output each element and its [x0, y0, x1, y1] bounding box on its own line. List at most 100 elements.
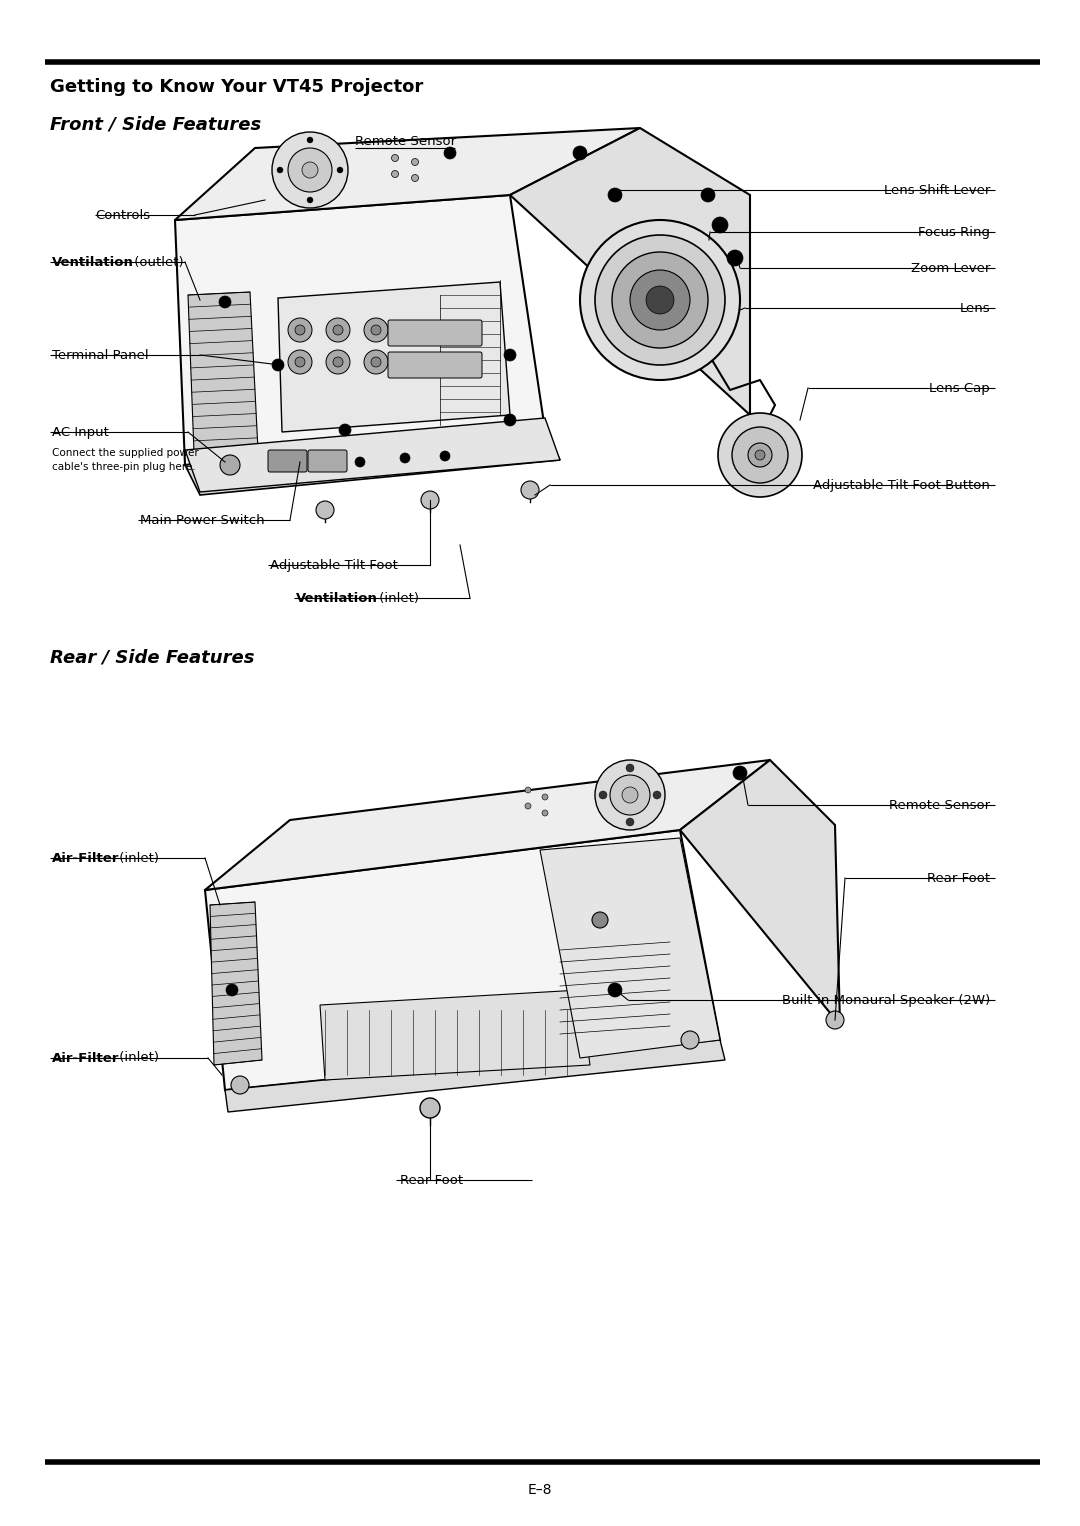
Circle shape	[646, 285, 674, 314]
Circle shape	[826, 1012, 843, 1029]
Text: AC Input: AC Input	[52, 426, 109, 438]
Circle shape	[592, 913, 608, 928]
Circle shape	[733, 766, 747, 780]
Circle shape	[608, 188, 622, 201]
Text: Lens Shift Lever: Lens Shift Lever	[883, 183, 990, 197]
Circle shape	[307, 197, 313, 203]
Circle shape	[326, 349, 350, 374]
Text: Ventilation: Ventilation	[296, 592, 378, 604]
Circle shape	[276, 166, 283, 172]
Text: Rear / Side Features: Rear / Side Features	[50, 649, 255, 665]
FancyBboxPatch shape	[308, 450, 347, 472]
Circle shape	[295, 325, 305, 336]
Circle shape	[573, 146, 588, 160]
Text: Getting to Know Your VT45 Projector: Getting to Know Your VT45 Projector	[50, 78, 423, 96]
FancyBboxPatch shape	[388, 353, 482, 378]
Circle shape	[525, 787, 531, 794]
Polygon shape	[540, 838, 720, 1058]
Polygon shape	[185, 418, 561, 491]
Circle shape	[411, 159, 419, 165]
Circle shape	[220, 455, 240, 475]
Circle shape	[411, 174, 419, 182]
Circle shape	[525, 803, 531, 809]
Circle shape	[622, 787, 638, 803]
Circle shape	[542, 794, 548, 800]
Text: Air-Filter: Air-Filter	[52, 852, 120, 865]
Circle shape	[307, 137, 313, 143]
Circle shape	[337, 166, 343, 172]
Circle shape	[599, 790, 607, 800]
Circle shape	[504, 414, 516, 426]
Polygon shape	[185, 430, 561, 494]
Text: Built-in Monaural Speaker (2W): Built-in Monaural Speaker (2W)	[782, 993, 990, 1007]
Polygon shape	[205, 830, 720, 1090]
Text: Rear Foot: Rear Foot	[927, 871, 990, 885]
Circle shape	[226, 984, 238, 996]
Text: Focus Ring: Focus Ring	[918, 226, 990, 238]
Polygon shape	[175, 195, 545, 465]
Circle shape	[748, 443, 772, 467]
Circle shape	[421, 491, 438, 510]
Text: (outlet): (outlet)	[130, 255, 184, 269]
FancyBboxPatch shape	[268, 450, 307, 472]
Polygon shape	[320, 990, 590, 1080]
Circle shape	[504, 349, 516, 362]
Circle shape	[712, 217, 728, 233]
Circle shape	[630, 270, 690, 330]
Text: Remote Sensor: Remote Sensor	[355, 134, 456, 148]
Polygon shape	[680, 760, 840, 1025]
Circle shape	[364, 317, 388, 342]
Circle shape	[333, 357, 343, 366]
Circle shape	[580, 220, 740, 380]
Text: Adjustable Tilt Foot Button: Adjustable Tilt Foot Button	[813, 479, 990, 491]
Text: E–8: E–8	[528, 1483, 552, 1497]
Circle shape	[653, 790, 661, 800]
Circle shape	[610, 775, 650, 815]
Circle shape	[444, 146, 456, 159]
Circle shape	[626, 765, 634, 772]
Circle shape	[701, 188, 715, 201]
Text: Air-Filter: Air-Filter	[52, 1051, 120, 1065]
Circle shape	[364, 349, 388, 374]
Circle shape	[272, 359, 284, 371]
Circle shape	[521, 481, 539, 499]
Circle shape	[339, 424, 351, 436]
Text: Front / Side Features: Front / Side Features	[50, 114, 261, 133]
Text: Adjustable Tilt Foot: Adjustable Tilt Foot	[270, 559, 397, 572]
Circle shape	[316, 501, 334, 519]
FancyBboxPatch shape	[388, 320, 482, 346]
Circle shape	[595, 760, 665, 830]
Circle shape	[420, 1099, 440, 1119]
Circle shape	[372, 357, 381, 366]
Polygon shape	[175, 128, 640, 220]
Text: (inlet): (inlet)	[375, 592, 419, 604]
Circle shape	[272, 133, 348, 208]
Polygon shape	[205, 760, 770, 890]
Text: Ventilation: Ventilation	[52, 255, 134, 269]
Circle shape	[755, 450, 765, 459]
Text: Lens Cap: Lens Cap	[929, 382, 990, 395]
Circle shape	[681, 1032, 699, 1048]
Circle shape	[595, 235, 725, 365]
Circle shape	[219, 296, 231, 308]
Polygon shape	[510, 128, 750, 415]
Text: Main Power Switch: Main Power Switch	[140, 514, 265, 526]
Circle shape	[333, 325, 343, 336]
Circle shape	[732, 427, 788, 484]
Circle shape	[288, 148, 332, 192]
Circle shape	[355, 456, 365, 467]
Circle shape	[626, 818, 634, 826]
Circle shape	[391, 171, 399, 177]
Circle shape	[372, 325, 381, 336]
Text: Terminal Panel: Terminal Panel	[52, 348, 149, 362]
Polygon shape	[225, 1041, 725, 1112]
Circle shape	[727, 250, 743, 266]
Text: (inlet): (inlet)	[114, 852, 159, 865]
Circle shape	[400, 453, 410, 462]
Circle shape	[440, 452, 450, 461]
Circle shape	[718, 414, 802, 497]
Circle shape	[391, 154, 399, 162]
Polygon shape	[210, 902, 262, 1065]
Polygon shape	[278, 282, 510, 432]
Circle shape	[288, 349, 312, 374]
